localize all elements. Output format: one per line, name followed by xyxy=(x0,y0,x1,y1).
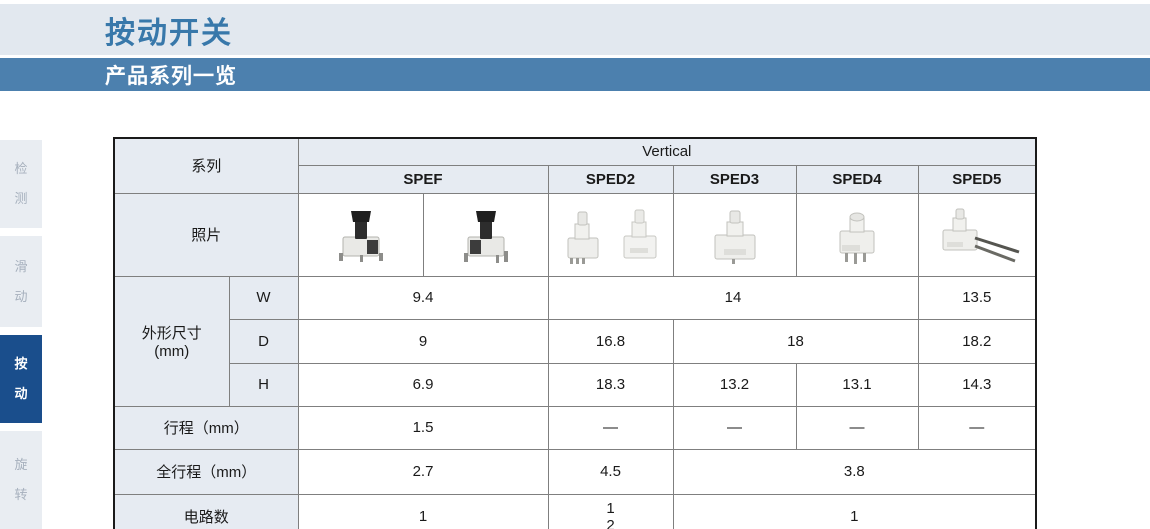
d-sped5: 18.2 xyxy=(917,318,1037,364)
sidebar-tab-slide[interactable]: 滑动 xyxy=(0,236,42,327)
sped5-photo xyxy=(919,206,1036,264)
circuits-sped3-sped5: 1 xyxy=(672,493,1037,529)
spef-photo-1 xyxy=(299,205,423,265)
photo-cell-sped2 xyxy=(547,192,674,277)
dimensions-label-line2: (mm) xyxy=(154,343,190,360)
sidebar-tab-rotate[interactable]: 旋转 xyxy=(0,431,42,529)
section-title-bar: 产品系列一览 xyxy=(0,58,1150,91)
column-header-sped3: SPED3 xyxy=(672,164,797,194)
circuits-sped2-option2: 2 xyxy=(606,516,615,529)
full-travel-sped2: 4.5 xyxy=(547,448,674,495)
w-sped5: 13.5 xyxy=(917,275,1037,320)
sidebar-tab-label: 检测 xyxy=(14,161,28,206)
h-sped5: 14.3 xyxy=(917,362,1037,407)
circuits-row-label: 电路数 xyxy=(113,493,299,529)
sidebar-tab-label: 按动 xyxy=(14,356,28,401)
column-header-sped2: SPED2 xyxy=(547,164,674,194)
product-series-table: 系列 Vertical SPEF SPED2 SPED3 SPED4 SPED5… xyxy=(113,137,1038,529)
circuits-spef: 1 xyxy=(297,493,549,529)
sidebar-tab-push-active[interactable]: 按动 xyxy=(0,335,42,423)
w-sped2-sped4: 14 xyxy=(547,275,919,320)
travel-row-label: 行程（mm） xyxy=(113,405,299,450)
full-travel-spef: 2.7 xyxy=(297,448,549,495)
travel-sped5: — xyxy=(917,405,1037,450)
d-sped3-sped4: 18 xyxy=(672,318,919,364)
photo-cell-spef-2 xyxy=(422,192,549,277)
sidebar-tab-label: 旋转 xyxy=(14,457,28,502)
d-spef: 9 xyxy=(297,318,549,364)
sped4-photo xyxy=(797,205,918,265)
circuits-sped2-option1: 1 xyxy=(606,499,615,517)
dim-h-label: H xyxy=(228,362,299,407)
photo-cell-spef-1 xyxy=(297,192,424,277)
page-title: 按动开关 xyxy=(105,16,233,50)
d-sped2: 16.8 xyxy=(547,318,674,364)
travel-sped2: — xyxy=(547,405,674,450)
travel-sped3: — xyxy=(672,405,797,450)
w-spef: 9.4 xyxy=(297,275,549,320)
sped3-photo xyxy=(674,205,796,265)
header-band: 按动开关 xyxy=(0,4,1150,55)
photo-cell-sped4 xyxy=(795,192,919,277)
column-header-sped4: SPED4 xyxy=(795,164,919,194)
series-header-cell: 系列 xyxy=(113,137,299,194)
column-header-spef: SPEF xyxy=(297,164,549,194)
column-header-sped5: SPED5 xyxy=(917,164,1037,194)
full-travel-row-label: 全行程（mm） xyxy=(113,448,299,495)
sped2-photos xyxy=(549,204,673,266)
h-sped3: 13.2 xyxy=(672,362,797,407)
photo-cell-sped3 xyxy=(672,192,797,277)
full-travel-sped3-sped5: 3.8 xyxy=(672,448,1037,495)
photo-cell-sped5 xyxy=(917,192,1037,277)
section-title: 产品系列一览 xyxy=(105,64,237,88)
dim-d-label: D xyxy=(228,318,299,364)
dimensions-label-line1: 外形尺寸 xyxy=(141,325,202,342)
dim-w-label: W xyxy=(228,275,299,320)
photo-row-label: 照片 xyxy=(113,192,299,277)
travel-spef: 1.5 xyxy=(297,405,549,450)
spef-photo-2 xyxy=(424,205,548,265)
sidebar-tab-detect[interactable]: 检测 xyxy=(0,140,42,228)
sidebar-tab-label: 滑动 xyxy=(14,258,28,304)
dimensions-row-label: 外形尺寸 (mm) xyxy=(113,275,230,407)
h-sped2: 18.3 xyxy=(547,362,674,407)
travel-sped4: — xyxy=(795,405,919,450)
h-sped4: 13.1 xyxy=(795,362,919,407)
circuits-sped2: 1 2 xyxy=(547,493,674,529)
h-spef: 6.9 xyxy=(297,362,549,407)
orientation-group-header: Vertical xyxy=(297,137,1037,166)
